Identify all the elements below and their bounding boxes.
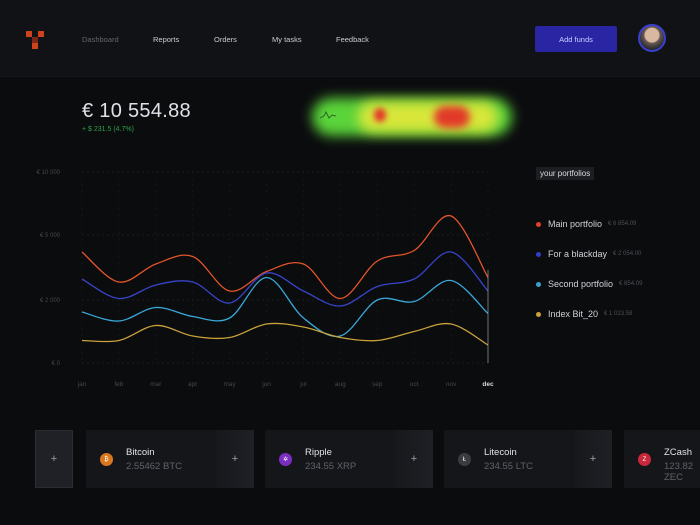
coin-balance: 234.55 XRP: [305, 461, 357, 472]
coin-card-bitcoin[interactable]: ₿ Bitcoin 2.55462 BTC +: [86, 430, 254, 488]
portfolio-dot: [536, 281, 541, 287]
bitcoin-icon: ₿: [100, 453, 113, 466]
x-tick-label: jun: [261, 381, 271, 388]
coin-name: Litecoin: [484, 447, 517, 458]
portfolio-value: € 1 023.58: [604, 311, 633, 317]
y-tick-label: € 5 000: [40, 233, 61, 239]
y-tick-label: € 2 000: [40, 298, 61, 304]
y-tick-label: € 0: [52, 361, 61, 367]
coin-card-litecoin[interactable]: Ł Litecoin 234.55 LTC +: [444, 430, 612, 488]
avatar[interactable]: [638, 24, 666, 52]
coin-balance: 123.82 ZEC: [664, 461, 694, 483]
sparkline-icon: [320, 110, 336, 119]
portfolio-item[interactable]: Index Bit_20 € 1 023.58: [536, 309, 632, 319]
nav-feedback[interactable]: Feedback: [336, 35, 369, 44]
series-line-second-portfolio: [81, 276, 489, 338]
add-funds-button[interactable]: Add funds: [535, 26, 617, 52]
x-tick-label: dec: [482, 381, 494, 388]
coin-name: ZCash: [664, 447, 692, 458]
x-tick-label: oct: [410, 381, 419, 388]
series-line-main-portfolio: [81, 215, 489, 300]
portfolios-title: your portfolios: [536, 167, 595, 180]
x-tick-label: may: [223, 381, 236, 388]
x-tick-label: jul: [299, 381, 307, 388]
nav-dashboard[interactable]: Dashboard: [82, 35, 119, 44]
add-coin-button[interactable]: +: [35, 430, 73, 488]
heatmap-overlay: [312, 92, 512, 142]
nav-my-tasks[interactable]: My tasks: [272, 35, 302, 44]
portfolio-item[interactable]: Second portfolio € 854.09: [536, 279, 642, 289]
x-tick-label: apr: [188, 381, 198, 388]
x-tick-label: aug: [335, 381, 346, 388]
portfolio-item[interactable]: For a blackday € 2 054.00: [536, 249, 641, 259]
portfolio-dot: [536, 251, 541, 257]
balance-change: + $ 231.5 (4.7%): [82, 126, 134, 133]
portfolio-value: € 6 854.09: [608, 221, 637, 227]
logo-icon[interactable]: [26, 31, 44, 49]
total-balance: € 10 554.88: [82, 100, 191, 122]
portfolio-value: € 2 054.00: [613, 251, 642, 257]
coin-add-button[interactable]: +: [574, 430, 612, 488]
ripple-icon: ✲: [279, 453, 292, 466]
coin-name: Ripple: [305, 447, 332, 458]
nav-orders[interactable]: Orders: [214, 35, 237, 44]
portfolio-name: Second portfolio: [548, 279, 614, 289]
y-tick-label: € 10 000: [37, 170, 61, 176]
coin-add-button[interactable]: +: [216, 430, 254, 488]
x-tick-label: feb: [114, 381, 123, 388]
portfolio-name: Index Bit_20: [548, 309, 599, 319]
portfolio-line-chart: € 10 000 € 5 000 € 2 000 € 0 jan feb mar apr may…: [37, 170, 494, 388]
coin-add-button[interactable]: +: [395, 430, 433, 488]
portfolio-item[interactable]: Main portfolio € 6 854.09: [536, 219, 636, 229]
x-tick-label: mar: [150, 381, 162, 388]
x-tick-label: nov: [446, 381, 457, 388]
portfolio-name: Main portfolio: [548, 219, 603, 229]
top-bar: Dashboard Reports Orders My tasks Feedba…: [0, 0, 700, 77]
series-line-index-bit-20: [81, 322, 489, 346]
nav-reports[interactable]: Reports: [153, 35, 180, 44]
x-tick-label: sep: [372, 381, 383, 388]
series-line-for-a-blackday: [81, 251, 489, 307]
coin-balance: 234.55 LTC: [484, 461, 533, 472]
portfolio-name: For a blackday: [548, 249, 608, 259]
portfolio-dot: [536, 221, 541, 227]
portfolio-value: € 854.09: [619, 281, 643, 287]
coin-card-ripple[interactable]: ✲ Ripple 234.55 XRP +: [265, 430, 433, 488]
coin-name: Bitcoin: [126, 447, 155, 458]
zcash-icon: Z: [638, 453, 651, 466]
portfolio-dot: [536, 311, 541, 317]
x-tick-label: jan: [77, 381, 87, 388]
coin-balance: 2.55462 BTC: [126, 461, 182, 472]
coin-card-zcash[interactable]: Z ZCash 123.82 ZEC: [624, 430, 700, 488]
litecoin-icon: Ł: [458, 453, 471, 466]
